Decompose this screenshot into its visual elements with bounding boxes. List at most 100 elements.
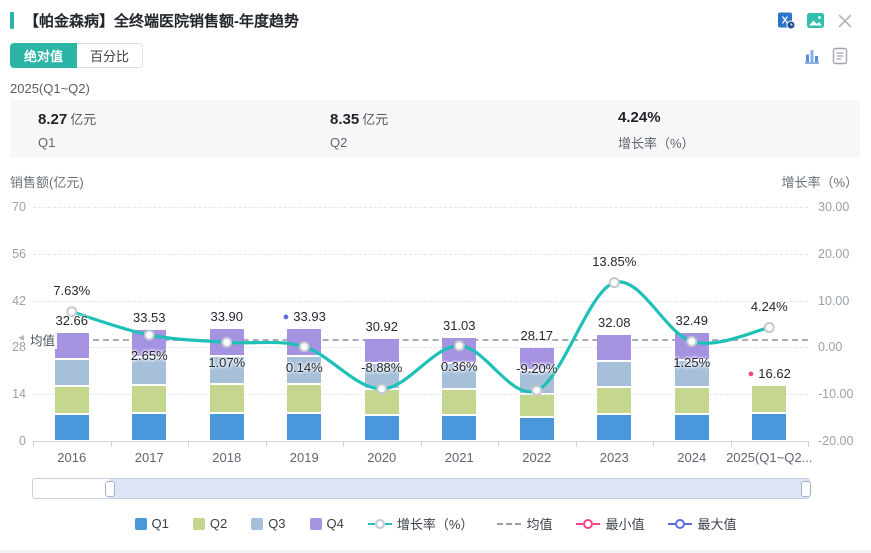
value-mode-tabs: 绝对值 百分比 [10, 43, 144, 68]
growth-line-marker[interactable] [763, 322, 775, 334]
stat-q2: 8.35 亿元 Q2 [330, 109, 388, 150]
stat-q1-value: 8.27 [38, 111, 68, 128]
x-axis-label: 2021 [444, 450, 474, 465]
bar-segment[interactable] [519, 394, 554, 417]
x-axis-label: 2017 [134, 450, 164, 465]
left-axis-tick-label: 56 [12, 246, 26, 261]
bar-segment[interactable] [287, 385, 322, 412]
legend-label: Q3 [268, 516, 286, 531]
bar-segment[interactable] [442, 338, 477, 363]
bar-segment[interactable] [597, 334, 632, 360]
tab-absolute-value[interactable]: 绝对值 [10, 43, 78, 68]
bar-segment[interactable] [752, 414, 787, 440]
bar-segment[interactable] [364, 416, 399, 440]
bar-segment[interactable] [209, 413, 244, 440]
stat-growth-label: 增长率（%） [618, 136, 695, 151]
bar-segment[interactable] [364, 338, 399, 363]
x-axis-tick [575, 441, 577, 447]
bar-segment[interactable] [364, 390, 399, 415]
bar-segment[interactable] [209, 328, 244, 355]
bar-total-label: 32.08 [597, 314, 631, 330]
bar-segment[interactable] [674, 387, 709, 413]
bar-total-label: 33.90 [210, 308, 244, 324]
bar-segment[interactable] [442, 416, 477, 440]
bar-segment[interactable] [752, 386, 787, 413]
bar-segment[interactable] [597, 415, 632, 440]
bar-segment[interactable] [442, 390, 477, 415]
grid-line [33, 253, 808, 255]
legend-swatch [134, 517, 147, 530]
x-axis-tick [265, 441, 267, 447]
legend-item-6[interactable]: 最小值 [576, 514, 644, 533]
data-zoom-right-handle[interactable] [801, 481, 811, 497]
bar-segment[interactable] [519, 418, 554, 440]
chart-legend: Q1 Q2 Q3 Q4 增长率（%） 均值 最小值 最大值 [0, 514, 871, 533]
bar-total-label: 33.53 [132, 309, 166, 325]
period-label: 2025(Q1~Q2) [10, 81, 90, 96]
x-axis-label: 2016 [57, 450, 87, 465]
bar-segment[interactable] [287, 413, 322, 440]
right-axis-tick-label: -10.00 [818, 387, 854, 402]
right-axis-tick-label: 10.00 [818, 293, 850, 308]
grid-line [33, 206, 808, 208]
bar-segment[interactable] [54, 414, 89, 440]
legend-label: 最大值 [697, 517, 737, 532]
bar-segment[interactable] [54, 332, 89, 359]
x-axis-label: 2022 [522, 450, 552, 465]
bar-segment[interactable] [209, 357, 244, 384]
report-view-icon[interactable] [832, 47, 848, 70]
bar-segment[interactable] [287, 356, 322, 384]
close-icon[interactable] [837, 13, 853, 34]
bar-segment[interactable] [519, 347, 554, 370]
data-zoom-selected-range[interactable] [109, 479, 809, 498]
footer-strip [0, 550, 871, 553]
bar-segment[interactable] [442, 364, 477, 389]
image-export-icon[interactable] [806, 11, 825, 35]
legend-swatch [497, 522, 522, 525]
legend-item-4[interactable]: 增长率（%） [367, 514, 473, 533]
stat-q1-unit: 亿元 [70, 112, 97, 127]
data-zoom-left-handle[interactable] [105, 481, 115, 497]
bar-segment[interactable] [132, 357, 167, 384]
x-axis-label: 2023 [599, 450, 629, 465]
bar-segment[interactable] [287, 328, 322, 355]
tab-percentage[interactable]: 百分比 [77, 43, 144, 68]
legend-item-0[interactable]: Q1 [134, 516, 169, 531]
bar-segment[interactable] [674, 360, 709, 386]
bar-segment[interactable] [597, 388, 632, 414]
bar-total-label: 32.49 [675, 313, 709, 329]
x-axis-tick [110, 441, 112, 447]
data-zoom-slider[interactable] [32, 478, 811, 499]
left-axis-tick-label: 28 [12, 340, 26, 355]
bar-segment[interactable] [54, 360, 89, 386]
growth-rate-label: 4.24% [750, 298, 788, 314]
chart-view-icon[interactable] [803, 47, 821, 70]
legend-item-1[interactable]: Q2 [192, 516, 227, 531]
bar-segment[interactable] [364, 364, 399, 389]
excel-export-icon[interactable]: X [777, 11, 796, 35]
bar-segment[interactable] [674, 333, 709, 359]
x-axis-label: 2024 [677, 450, 707, 465]
legend-item-3[interactable]: Q4 [309, 516, 344, 531]
x-axis-label: 2025(Q1~Q2... [726, 450, 813, 465]
bar-segment[interactable] [132, 329, 167, 356]
stat-q2-label: Q2 [330, 135, 348, 150]
grid-line [33, 300, 808, 302]
bar-total-label: 28.17 [520, 327, 554, 343]
bar-segment[interactable] [132, 413, 167, 440]
bar-segment[interactable] [674, 414, 709, 440]
growth-line-marker[interactable] [66, 306, 78, 318]
left-axis-tick-label: 0 [19, 434, 26, 448]
bar-segment[interactable] [54, 387, 89, 413]
bar-segment[interactable] [597, 361, 632, 387]
legend-item-5[interactable]: 均值 [497, 514, 552, 533]
stat-q2-unit: 亿元 [362, 112, 389, 127]
legend-item-2[interactable]: Q3 [251, 516, 286, 531]
bar-segment[interactable] [209, 385, 244, 412]
legend-item-7[interactable]: 最大值 [668, 514, 736, 533]
bar-segment[interactable] [132, 385, 167, 412]
growth-line-marker[interactable] [608, 277, 620, 289]
summary-stats-panel: 8.27 亿元 Q1 8.35 亿元 Q2 4.24% 增长率（%） [10, 100, 860, 158]
bar-segment[interactable] [519, 371, 554, 393]
